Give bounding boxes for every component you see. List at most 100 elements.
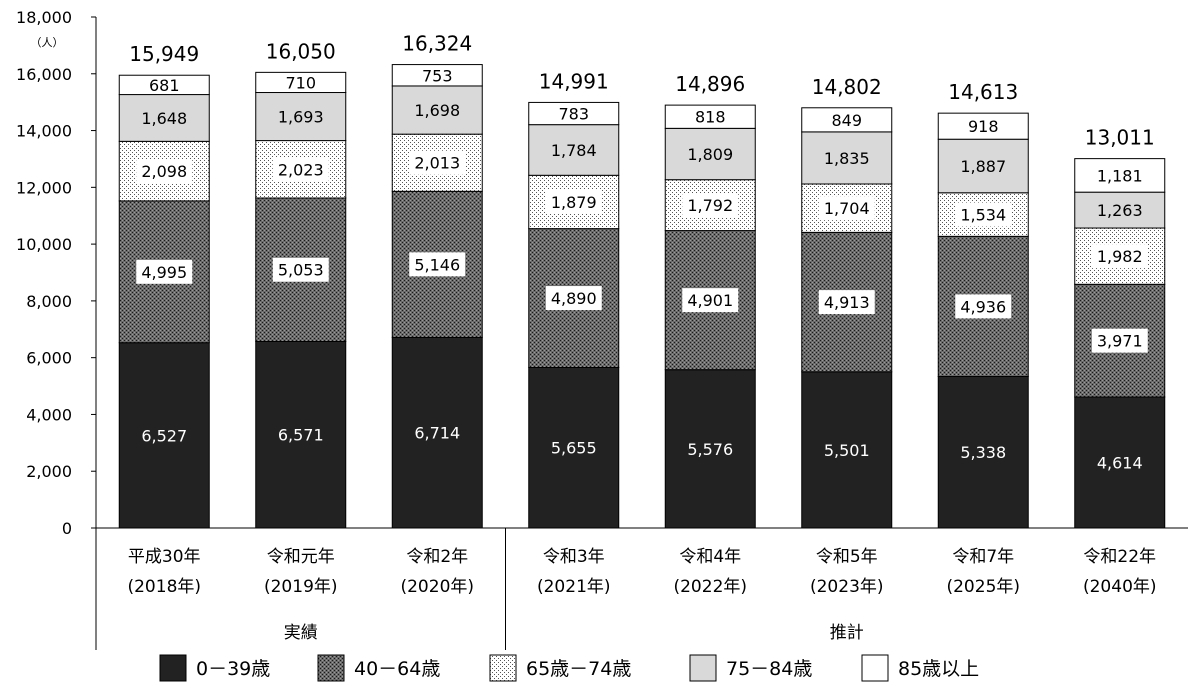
group-label: 実績 (284, 623, 318, 643)
legend-label: 65歳－74歳 (526, 658, 631, 680)
data-label: 849 (831, 111, 862, 130)
category-label: 令和7年 (952, 547, 1014, 567)
data-label: 1,982 (1097, 247, 1143, 266)
bar-stack: 5,655 4,890 1,879 1,784 783 14,991 (528, 68, 620, 529)
legend-item: 85歳以上 (861, 654, 979, 682)
total-label-box (805, 73, 888, 100)
data-label: 5,655 (551, 439, 597, 458)
category-year-label: (2019年) (264, 577, 338, 597)
bar-segment (528, 101, 620, 126)
bar-stack: 4,614 3,971 1,982 1,263 1,181 13,011 (1074, 124, 1166, 529)
bar-segment (937, 138, 1029, 194)
data-label-box (545, 286, 602, 311)
data-label: 1,263 (1097, 201, 1143, 220)
bar-segment (391, 64, 483, 87)
data-label: 2,098 (141, 162, 187, 181)
total-label: 15,949 (129, 42, 199, 66)
legend-item: 40－64歳 (317, 654, 440, 682)
data-label: 4,890 (551, 289, 597, 308)
data-label: 4,913 (824, 293, 870, 312)
total-label-box (532, 68, 615, 95)
legend-swatch (489, 654, 517, 682)
data-label: 5,576 (687, 440, 733, 459)
total-label: 14,613 (948, 80, 1018, 104)
total-label: 16,050 (266, 39, 336, 63)
category-label: 令和3年 (543, 547, 605, 567)
data-label-box (409, 252, 466, 277)
data-label: 1,809 (687, 145, 733, 164)
data-label-box (272, 157, 329, 182)
data-label-box (1091, 244, 1148, 269)
bar-segment (255, 71, 347, 94)
data-label: 1,698 (414, 101, 460, 120)
category-label: 令和2年 (406, 547, 468, 567)
data-label-box (409, 150, 466, 175)
category-label: 令和22年 (1083, 547, 1156, 567)
legend-label: 75－84歳 (726, 658, 812, 680)
category-label: 令和4年 (679, 547, 741, 567)
bar-segment (664, 104, 756, 129)
y-tick-label: 12,000 (16, 178, 72, 197)
data-label: 753 (422, 66, 453, 85)
data-label: 818 (695, 108, 726, 127)
total-label-box (669, 71, 752, 98)
data-label-box (545, 189, 602, 214)
data-label: 783 (558, 105, 589, 124)
axis-layer: 0 2,000 4,000 6,000 8,000 10,000 12,000 14,000 1… (16, 8, 1188, 538)
category-label: 令和5年 (816, 547, 878, 567)
legend-item: 75－84歳 (689, 654, 812, 682)
data-label-box (818, 290, 875, 315)
data-label-box (955, 202, 1012, 227)
category-label: 平成30年 (128, 547, 201, 567)
data-label: 681 (149, 76, 180, 95)
bar-stack: 6,714 5,146 2,013 1,698 753 16,324 (391, 30, 483, 529)
category-year-label: (2022年) (673, 577, 747, 597)
bar-segment (664, 127, 756, 181)
data-label: 4,614 (1097, 454, 1143, 473)
bar-segment (801, 183, 893, 233)
data-label: 6,714 (414, 424, 460, 443)
total-label-box (1078, 124, 1161, 151)
bar-stack: 5,576 4,901 1,792 1,809 818 14,896 (664, 71, 756, 529)
data-label: 1,784 (551, 141, 597, 160)
bar-segment (255, 340, 347, 529)
bar-stack: 5,338 4,936 1,534 1,887 918 14,613 (937, 79, 1029, 529)
data-label: 6,527 (141, 426, 187, 445)
category-year-label: (2021年) (537, 577, 611, 597)
bar-stack: 6,571 5,053 2,023 1,693 710 16,050 (255, 38, 347, 529)
legend-swatch (689, 654, 717, 682)
bar-segment (528, 124, 620, 176)
bar-segment (1074, 396, 1166, 529)
category-label: 令和元年 (267, 547, 335, 567)
y-tick-label: 0 (62, 519, 72, 538)
data-label-box (272, 257, 329, 282)
data-label-box (818, 196, 875, 221)
category-year-label: (2018年) (127, 577, 201, 597)
category-year-label: (2040年) (1083, 577, 1157, 597)
bar-segment (801, 131, 893, 185)
data-label: 1,835 (824, 149, 870, 168)
bar-segment (1074, 191, 1166, 229)
bar-segment (937, 112, 1029, 140)
total-label-box (123, 41, 206, 68)
bar-segment (118, 342, 210, 529)
y-tick-label: 14,000 (16, 122, 72, 141)
data-label: 2,023 (278, 160, 324, 179)
bar-segment (1074, 158, 1166, 193)
bar-stack: 5,501 4,913 1,704 1,835 849 14,802 (801, 73, 893, 529)
bar-segment (255, 92, 347, 142)
bar-segment (391, 336, 483, 529)
total-label: 13,011 (1085, 126, 1155, 150)
y-tick-label: 2,000 (26, 462, 72, 481)
data-label: 5,053 (278, 261, 324, 280)
bar-segment (801, 107, 893, 133)
data-label: 1,181 (1097, 166, 1143, 185)
data-label: 710 (285, 73, 316, 92)
y-tick-label: 18,000 (16, 8, 72, 27)
bar-segment (118, 94, 210, 142)
data-label-box (682, 288, 739, 313)
data-label: 1,648 (141, 109, 187, 128)
data-label-box (136, 159, 193, 184)
